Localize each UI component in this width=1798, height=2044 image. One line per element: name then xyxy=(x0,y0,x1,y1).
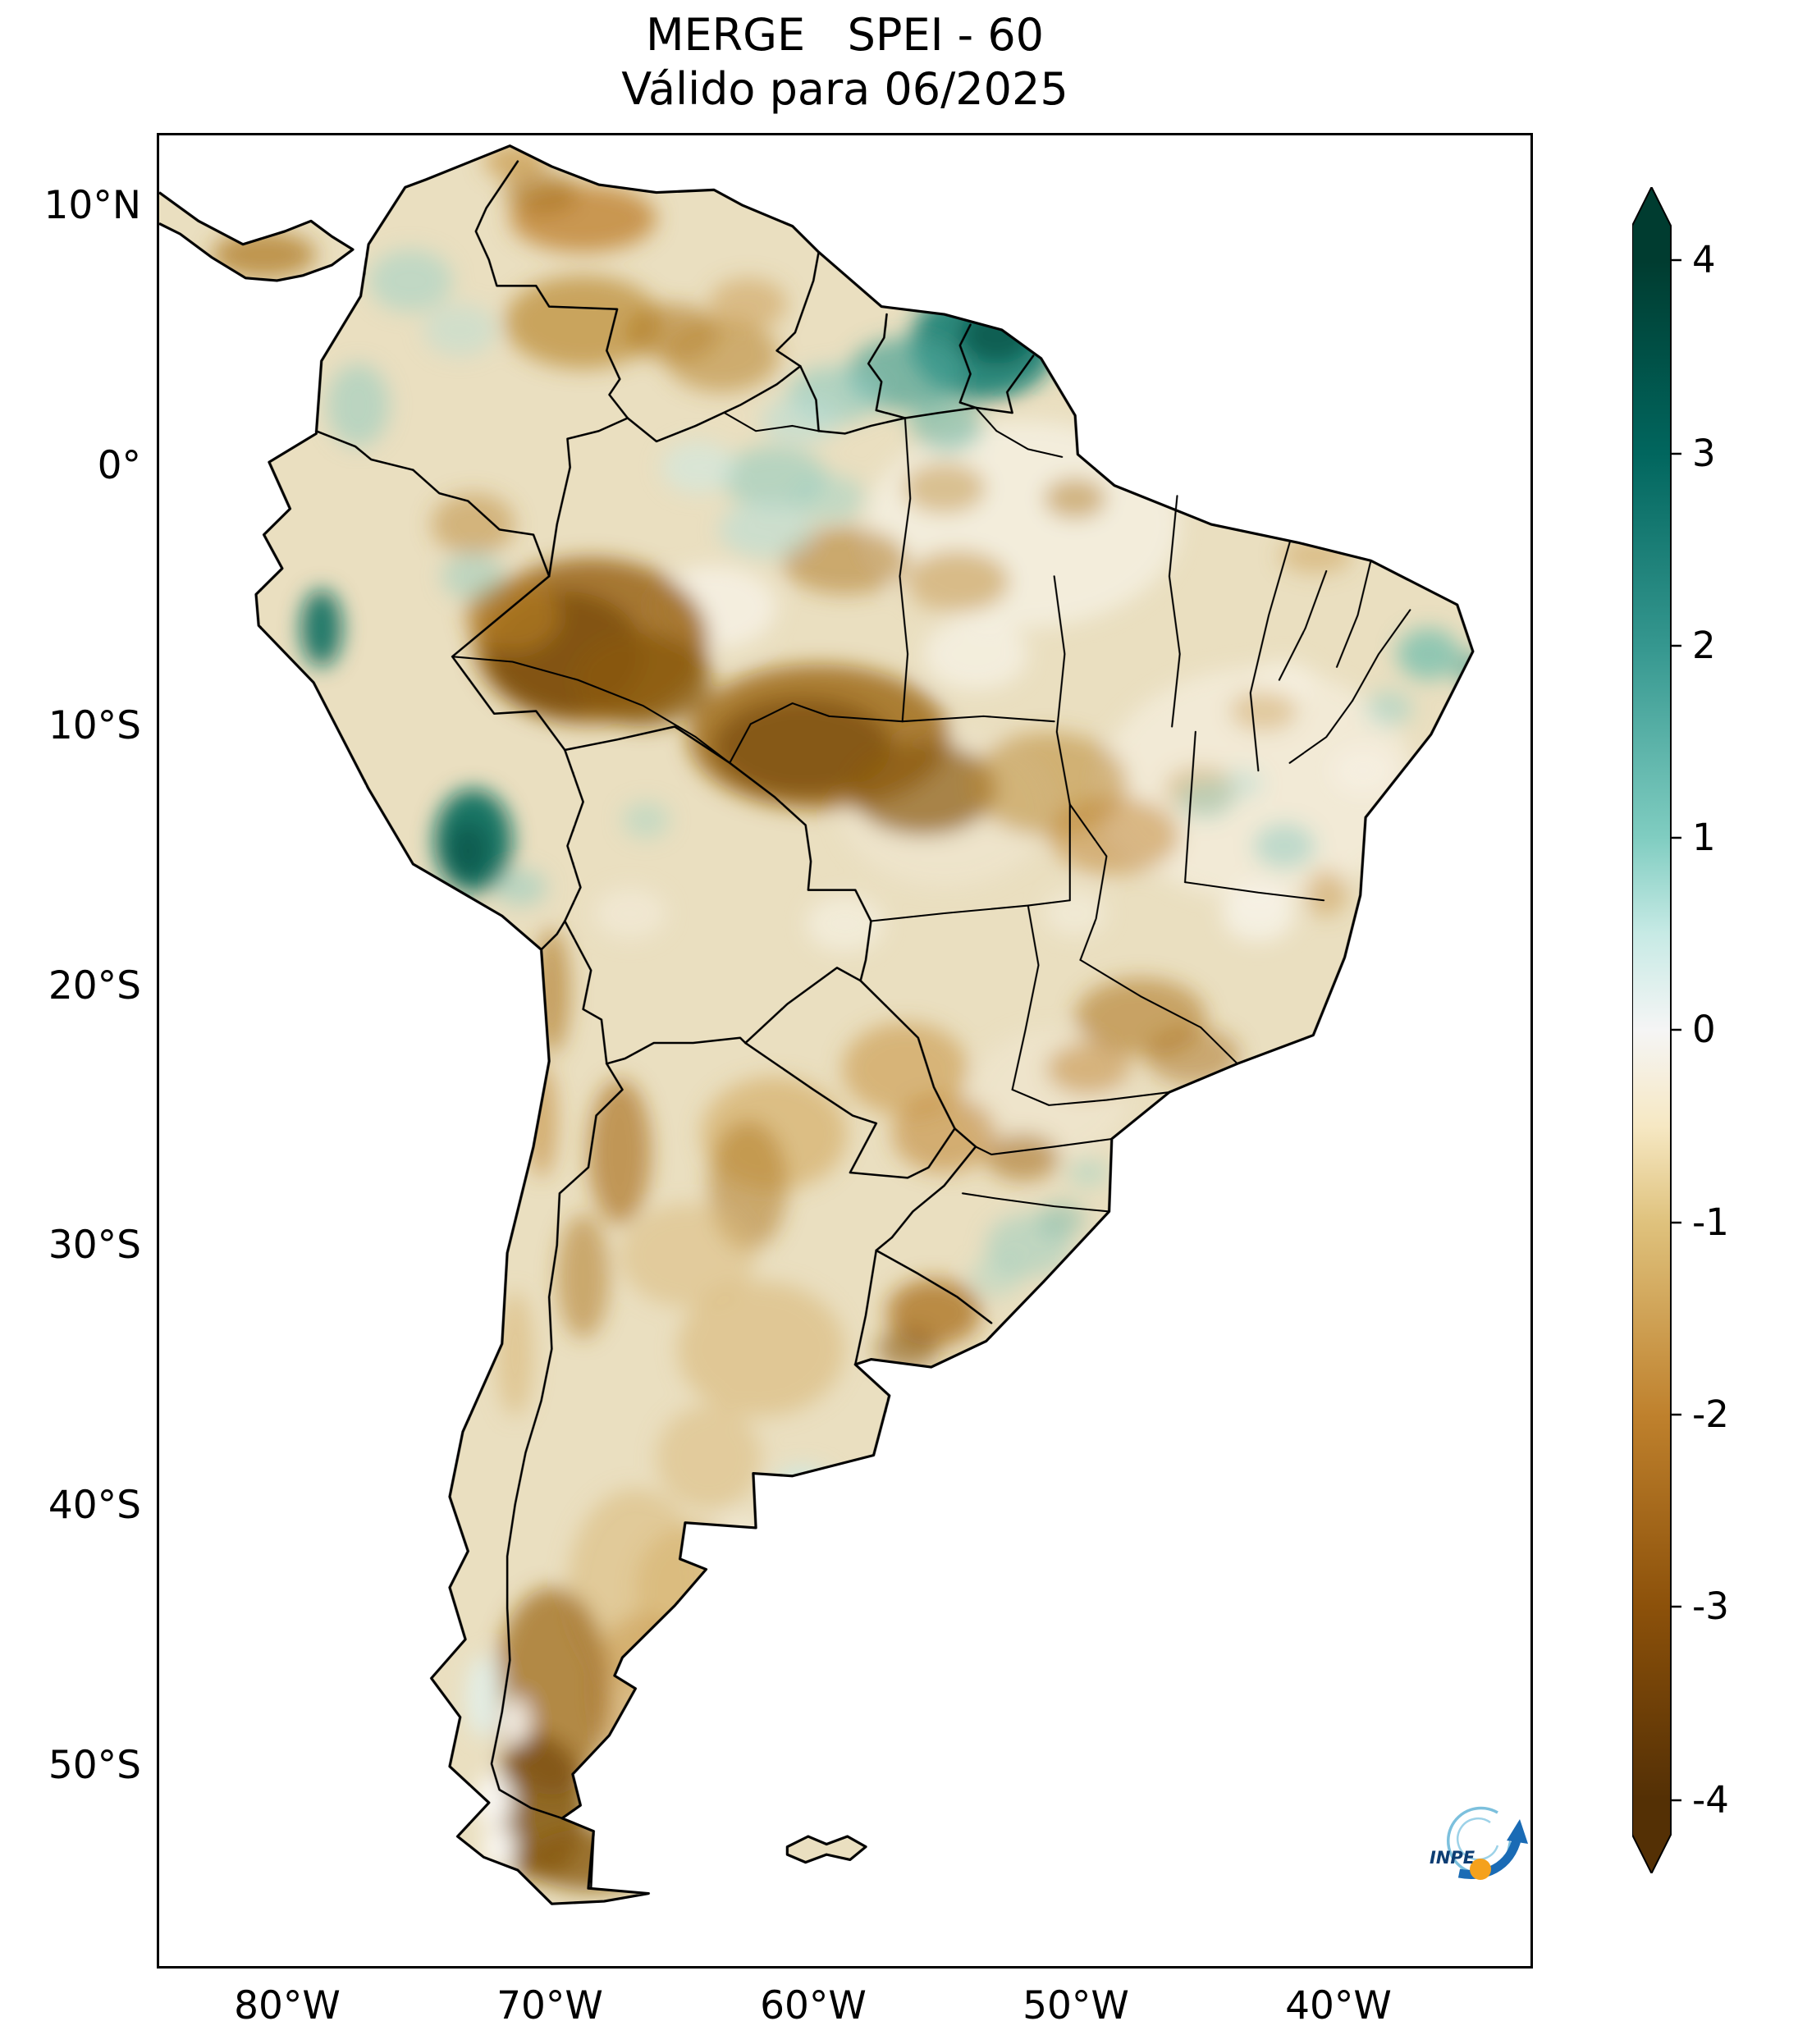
cbtick-m3: -3 xyxy=(1692,1584,1729,1628)
ytick-10n: 10°N xyxy=(43,183,141,228)
xtick-80w: 80°W xyxy=(234,1983,341,2028)
figure-subtitle: Válido para 06/2025 xyxy=(621,63,1068,115)
xtick-50w: 50°W xyxy=(1023,1983,1129,2028)
spei-field xyxy=(159,145,1473,1905)
state-borders xyxy=(451,406,1411,1213)
country-borders xyxy=(315,160,1035,1890)
xtick-70w: 70°W xyxy=(496,1983,603,2028)
ytick-50s: 50°S xyxy=(48,1743,141,1788)
cbtick-2: 2 xyxy=(1692,624,1716,667)
inpe-logo: INPE xyxy=(1430,1806,1528,1880)
xtick-60w: 60°W xyxy=(760,1983,867,2028)
logo-arrowhead-icon xyxy=(1507,1819,1528,1844)
coastline xyxy=(159,144,1475,1905)
ytick-10s: 10°S xyxy=(48,703,141,748)
spei-map xyxy=(159,144,1475,1905)
cbtick-3: 3 xyxy=(1692,432,1716,475)
cbtick-0: 0 xyxy=(1692,1008,1716,1051)
logo-inner-swirl-icon xyxy=(1457,1817,1499,1861)
colorbar-gradient xyxy=(1632,187,1672,1873)
ytick-20s: 20°S xyxy=(48,963,141,1008)
ytick-0: 0° xyxy=(97,443,141,488)
xtick-40w: 40°W xyxy=(1285,1983,1392,2028)
inpe-text: INPE xyxy=(1430,1848,1475,1868)
cbtick-m1: -1 xyxy=(1692,1200,1729,1244)
figure-title: MERGE SPEI - 60 xyxy=(645,9,1045,61)
title-block: MERGE SPEI - 60 Válido para 06/2025 xyxy=(157,8,1533,117)
cbtick-4: 4 xyxy=(1692,238,1716,281)
cbtick-1: 1 xyxy=(1692,816,1716,859)
logo-arrow-icon xyxy=(1457,1836,1522,1879)
colorbar-ticks xyxy=(1671,258,1681,1802)
cbtick-m4: -4 xyxy=(1692,1778,1729,1822)
cbtick-m2: -2 xyxy=(1692,1392,1729,1436)
ytick-30s: 30°S xyxy=(48,1223,141,1268)
map-frame: INPE xyxy=(157,133,1533,1969)
ytick-40s: 40°S xyxy=(48,1483,141,1528)
colorbar xyxy=(1632,187,1681,1873)
logo-orange-dot-icon xyxy=(1470,1859,1491,1880)
